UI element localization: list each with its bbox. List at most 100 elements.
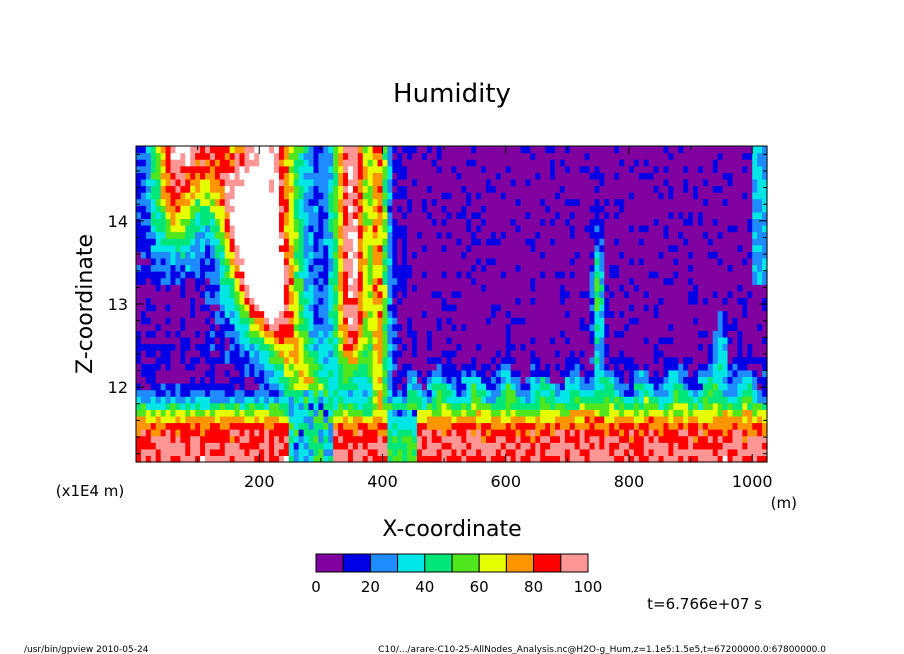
heatmap-cell [145, 271, 152, 279]
heatmap-cell [525, 330, 531, 338]
heatmap-cell [515, 178, 522, 187]
heatmap-cell [416, 165, 423, 173]
heatmap-cell [569, 257, 576, 266]
heatmap-cell [535, 396, 541, 404]
heatmap-cell [495, 330, 502, 338]
heatmap-cell [540, 146, 546, 154]
heatmap-cell [254, 172, 260, 180]
heatmap-cell [471, 304, 477, 312]
heatmap-cell [559, 205, 566, 213]
heatmap-cell [362, 429, 369, 437]
heatmap-cell [564, 271, 571, 279]
heatmap-cell [170, 336, 177, 345]
heatmap-cell [269, 257, 275, 266]
heatmap-cell [619, 304, 625, 312]
heatmap-cell [165, 389, 172, 397]
heatmap-cell [466, 409, 472, 417]
heatmap-cell [510, 435, 517, 443]
heatmap-cell [155, 211, 162, 220]
heatmap-cell [609, 192, 615, 200]
heatmap-cell [283, 251, 290, 259]
heatmap-cell [545, 455, 551, 463]
heatmap-cell [495, 211, 502, 220]
heatmap-cell [486, 277, 492, 285]
heatmap-cell [195, 317, 201, 325]
heatmap-cell [555, 165, 561, 173]
heatmap-cell [214, 435, 221, 443]
heatmap-cell [347, 415, 354, 424]
heatmap-cell [293, 264, 300, 272]
heatmap-cell [303, 152, 310, 160]
heatmap-cell [254, 165, 260, 173]
heatmap-cell [313, 290, 319, 299]
heatmap-cell [347, 343, 354, 351]
heatmap-cell [619, 343, 625, 351]
heatmap-cell [633, 165, 640, 173]
heatmap-cell [412, 409, 418, 417]
heatmap-cell [387, 146, 393, 154]
heatmap-cell [555, 415, 561, 424]
heatmap-cell [205, 172, 211, 180]
heatmap-cell [589, 146, 596, 154]
heatmap-cell [476, 172, 482, 180]
heatmap-cell [318, 257, 324, 266]
heatmap-cell [569, 415, 576, 424]
heatmap-cell [377, 383, 384, 391]
heatmap-cell [574, 317, 581, 325]
heatmap-cell [559, 323, 566, 331]
heatmap-cell [510, 271, 517, 279]
heatmap-cell [367, 402, 374, 410]
heatmap-cell [288, 264, 295, 272]
heatmap-cell [559, 244, 566, 252]
heatmap-cell [431, 310, 438, 318]
heatmap-cell [495, 442, 502, 450]
heatmap-cell [638, 455, 645, 463]
heatmap-cell [441, 396, 448, 404]
heatmap-cell [283, 304, 290, 312]
heatmap-cell [170, 211, 177, 220]
heatmap-cell [155, 336, 162, 345]
heatmap-cell [372, 284, 379, 292]
heatmap-cell [170, 376, 177, 384]
heatmap-cell [200, 310, 206, 318]
heatmap-cell [505, 290, 512, 299]
heatmap-cell [599, 383, 605, 391]
heatmap-cell [520, 330, 527, 338]
heatmap-cell [229, 435, 236, 443]
heatmap-cell [298, 165, 305, 173]
heatmap-cell [219, 383, 226, 391]
heatmap-cell [481, 455, 487, 463]
heatmap-cell [254, 396, 260, 404]
heatmap-cell [614, 185, 620, 193]
heatmap-cell [140, 238, 147, 246]
heatmap-cell [269, 409, 275, 417]
heatmap-cell [308, 284, 315, 292]
heatmap-cell [160, 159, 167, 167]
heatmap-cell [343, 238, 349, 246]
heatmap-cell [318, 205, 324, 213]
heatmap-cell [510, 146, 517, 154]
heatmap-cell [451, 251, 458, 259]
heatmap-cell [372, 455, 379, 463]
heatmap-cell [550, 244, 556, 252]
heatmap-cell [195, 205, 201, 213]
heatmap-cell [486, 284, 492, 292]
heatmap-cell [185, 323, 191, 331]
heatmap-cell [589, 363, 596, 371]
heatmap-cell [416, 225, 423, 233]
heatmap-cell [456, 185, 462, 193]
heatmap-cell [278, 317, 285, 325]
heatmap-cell [249, 435, 255, 443]
heatmap-cell [535, 448, 541, 457]
heatmap-cell [412, 323, 418, 331]
heatmap-cell [387, 185, 393, 193]
heatmap-cell [535, 376, 541, 384]
heatmap-cell [165, 264, 172, 272]
heatmap-cell [643, 218, 650, 226]
heatmap-cell [387, 343, 393, 351]
heatmap-cell [283, 396, 290, 404]
heatmap-cell [446, 205, 453, 213]
heatmap-cell [594, 277, 600, 285]
heatmap-cell [579, 297, 586, 305]
heatmap-cell [352, 376, 359, 384]
